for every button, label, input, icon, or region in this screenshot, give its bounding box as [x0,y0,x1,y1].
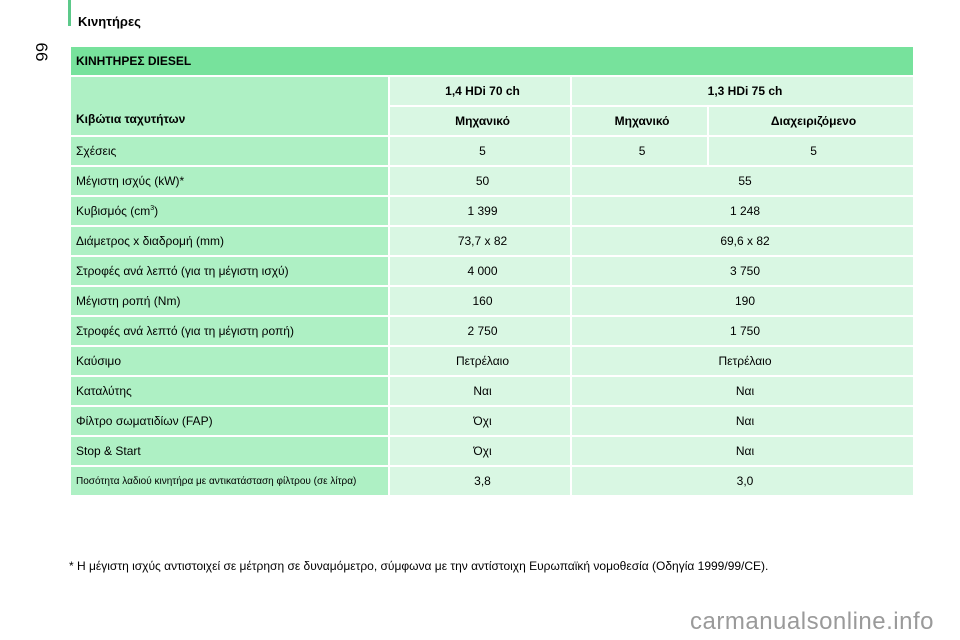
row-label: Κυβισμός (cm3) [71,197,388,225]
row-value-1: 1 399 [390,197,571,225]
row-value-1: 50 [390,167,571,195]
table-row: Κυβισμός (cm3) 1 399 1 248 [71,197,913,225]
row-value-23: 1 248 [572,197,913,225]
row-value-1: 3,8 [390,467,571,495]
engine-row: Κιβώτια ταχυτήτων 1,4 HDi 70 ch 1,3 HDi … [71,77,913,135]
row-label: Διάμετρος x διαδρομή (mm) [71,227,388,255]
row-value-1: Όχι [390,437,571,465]
table-row: Διάμετρος x διαδρομή (mm) 73,7 x 82 69,6… [71,227,913,255]
row-value-23: 69,6 x 82 [572,227,913,255]
table-row: Στροφές ανά λεπτό (για τη μέγιστη ροπή) … [71,317,913,345]
footnote: * Η μέγιστη ισχύς αντιστοιχεί σε μέτρηση… [69,559,769,573]
row-value-1: Ναι [390,377,571,405]
row-label: Καταλύτης [71,377,388,405]
table-row: Σχέσεις 5 5 5 [71,137,913,165]
table-row: Stop & Start Όχι Ναι [71,437,913,465]
section-title: Κινητήρες [78,14,141,29]
engine-2-header: 1,3 HDi 75 ch [572,77,913,105]
table-row: Καταλύτης Ναι Ναι [71,377,913,405]
row-value-23: 3,0 [572,467,913,495]
engine-1-header: 1,4 HDi 70 ch [390,77,571,105]
row-value-1: 160 [390,287,571,315]
table-row: Στροφές ανά λεπτό (για τη μέγιστη ισχύ) … [71,257,913,285]
row-label: Σχέσεις [71,137,388,165]
table-title: ΚΙΝΗΤΗΡΕΣ DIESEL [71,47,913,75]
gearbox-1-header: Μηχανικό [390,107,571,135]
row-label-text: Κυβισμός (cm [76,204,151,218]
row-value-23: Ναι [572,377,913,405]
row-value-1: 2 750 [390,317,571,345]
table-row: Μέγιστη ισχύς (kW)* 50 55 [71,167,913,195]
row-label-end: ) [154,204,159,218]
row-value-2: 5 [572,137,708,165]
page-number: 66 [32,42,51,62]
gearbox-label: Κιβώτια ταχυτήτων [71,77,388,135]
table-row: Μέγιστη ροπή (Nm) 160 190 [71,287,913,315]
engine-spec-table: ΚΙΝΗΤΗΡΕΣ DIESEL Κιβώτια ταχυτήτων 1,4 H… [69,45,915,497]
row-label: Μέγιστη ισχύς (kW)* [71,167,388,195]
row-label: Στροφές ανά λεπτό (για τη μέγιστη ροπή) [71,317,388,345]
row-value-23: 55 [572,167,913,195]
table-row: Ποσότητα λαδιού κινητήρα με αντικατάστασ… [71,467,913,495]
row-value-3: 5 [709,137,913,165]
row-label: Καύσιμο [71,347,388,375]
row-value-1: 5 [390,137,571,165]
row-label: Στροφές ανά λεπτό (για τη μέγιστη ισχύ) [71,257,388,285]
row-value-23: 1 750 [572,317,913,345]
row-value-1: 73,7 x 82 [390,227,571,255]
row-value-23: Ναι [572,437,913,465]
row-value-23: Ναι [572,407,913,435]
row-label-sup: 3 [150,205,155,212]
row-value-23: 190 [572,287,913,315]
gearbox-row: Μηχανικό Μηχανικό Διαχειριζόμενο [71,107,913,135]
row-value-23: Πετρέλαιο [572,347,913,375]
row-label: Μέγιστη ροπή (Nm) [71,287,388,315]
row-value-1: Όχι [390,407,571,435]
row-label: Stop & Start [71,437,388,465]
table-title-row: ΚΙΝΗΤΗΡΕΣ DIESEL [71,47,913,75]
gearbox-3-header: Διαχειριζόμενο [709,107,913,135]
gearbox-2-header: Μηχανικό [572,107,708,135]
row-label: Φίλτρο σωματιδίων (FAP) [71,407,388,435]
table-row: Καύσιμο Πετρέλαιο Πετρέλαιο [71,347,913,375]
row-value-1: 4 000 [390,257,571,285]
row-value-23: 3 750 [572,257,913,285]
section-bar [68,0,71,26]
watermark: carmanualsonline.info [690,608,934,635]
row-label: Ποσότητα λαδιού κινητήρα με αντικατάστασ… [71,467,388,495]
row-value-1: Πετρέλαιο [390,347,571,375]
table-row: Φίλτρο σωματιδίων (FAP) Όχι Ναι [71,407,913,435]
